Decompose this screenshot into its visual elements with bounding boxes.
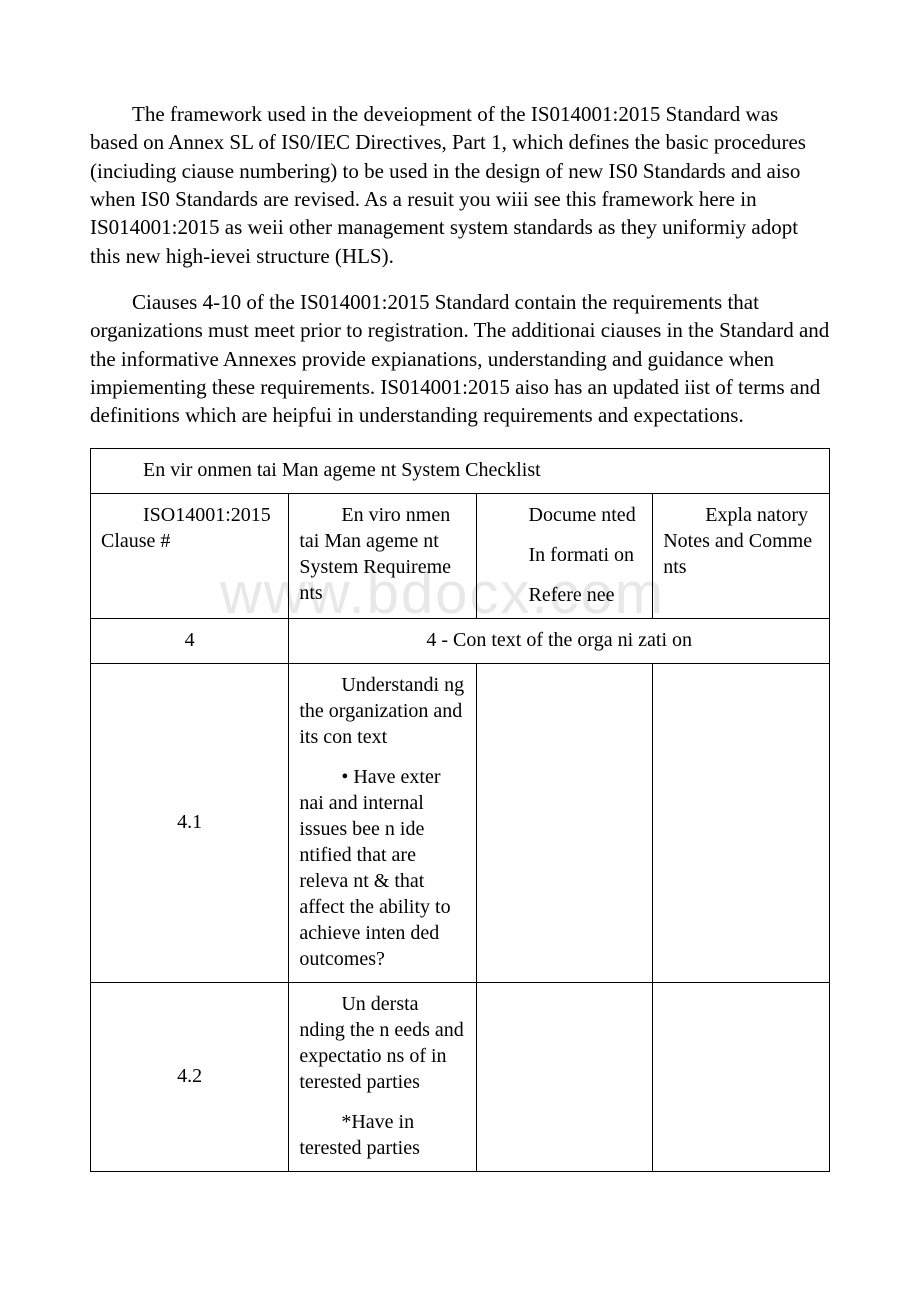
cell-42-text: Un dersta nding the n eeds and expectati… (289, 982, 476, 1171)
intro-paragraph-1: The framework used in the deveiopment of… (90, 100, 830, 270)
table-header-row: ISO14001:2015 Clause # En viro nmen tai … (91, 493, 830, 618)
cell-41-doc (476, 663, 653, 982)
cell-clause-4: 4 (91, 618, 289, 663)
table-row-41: 4.1 Understandi ng the organization and … (91, 663, 830, 982)
cell-clause-42: 4.2 (91, 982, 289, 1171)
cell-42-doc (476, 982, 653, 1171)
cell-context-text: 4 - Con text of the orga ni zati on (289, 618, 830, 663)
cell-clause-41: 4.1 (91, 663, 289, 982)
cell-42-notes (653, 982, 830, 1171)
intro-paragraph-2: Ciauses 4-10 of the IS014001:2015 Standa… (90, 288, 830, 430)
table-row-42: 4.2 Un dersta nding the n eeds and expec… (91, 982, 830, 1171)
table-row-context: 4 4 - Con text of the orga ni zati on (91, 618, 830, 663)
cell-41-text: Understandi ng the organization and its … (289, 663, 476, 982)
cell-41-notes (653, 663, 830, 982)
header-documented: Docume nted In formati on Refere nee (476, 493, 653, 618)
header-requirements: En viro nmen tai Man ageme nt System Req… (289, 493, 476, 618)
checklist-table: En vir onmen tai Man ageme nt System Che… (90, 448, 830, 1172)
header-notes: Expla natory Notes and Comme nts (653, 493, 830, 618)
page-content: The framework used in the deveiopment of… (90, 100, 830, 1172)
table-title-cell: En vir onmen tai Man ageme nt System Che… (91, 448, 830, 493)
header-clause: ISO14001:2015 Clause # (91, 493, 289, 618)
table-title-row: En vir onmen tai Man ageme nt System Che… (91, 448, 830, 493)
